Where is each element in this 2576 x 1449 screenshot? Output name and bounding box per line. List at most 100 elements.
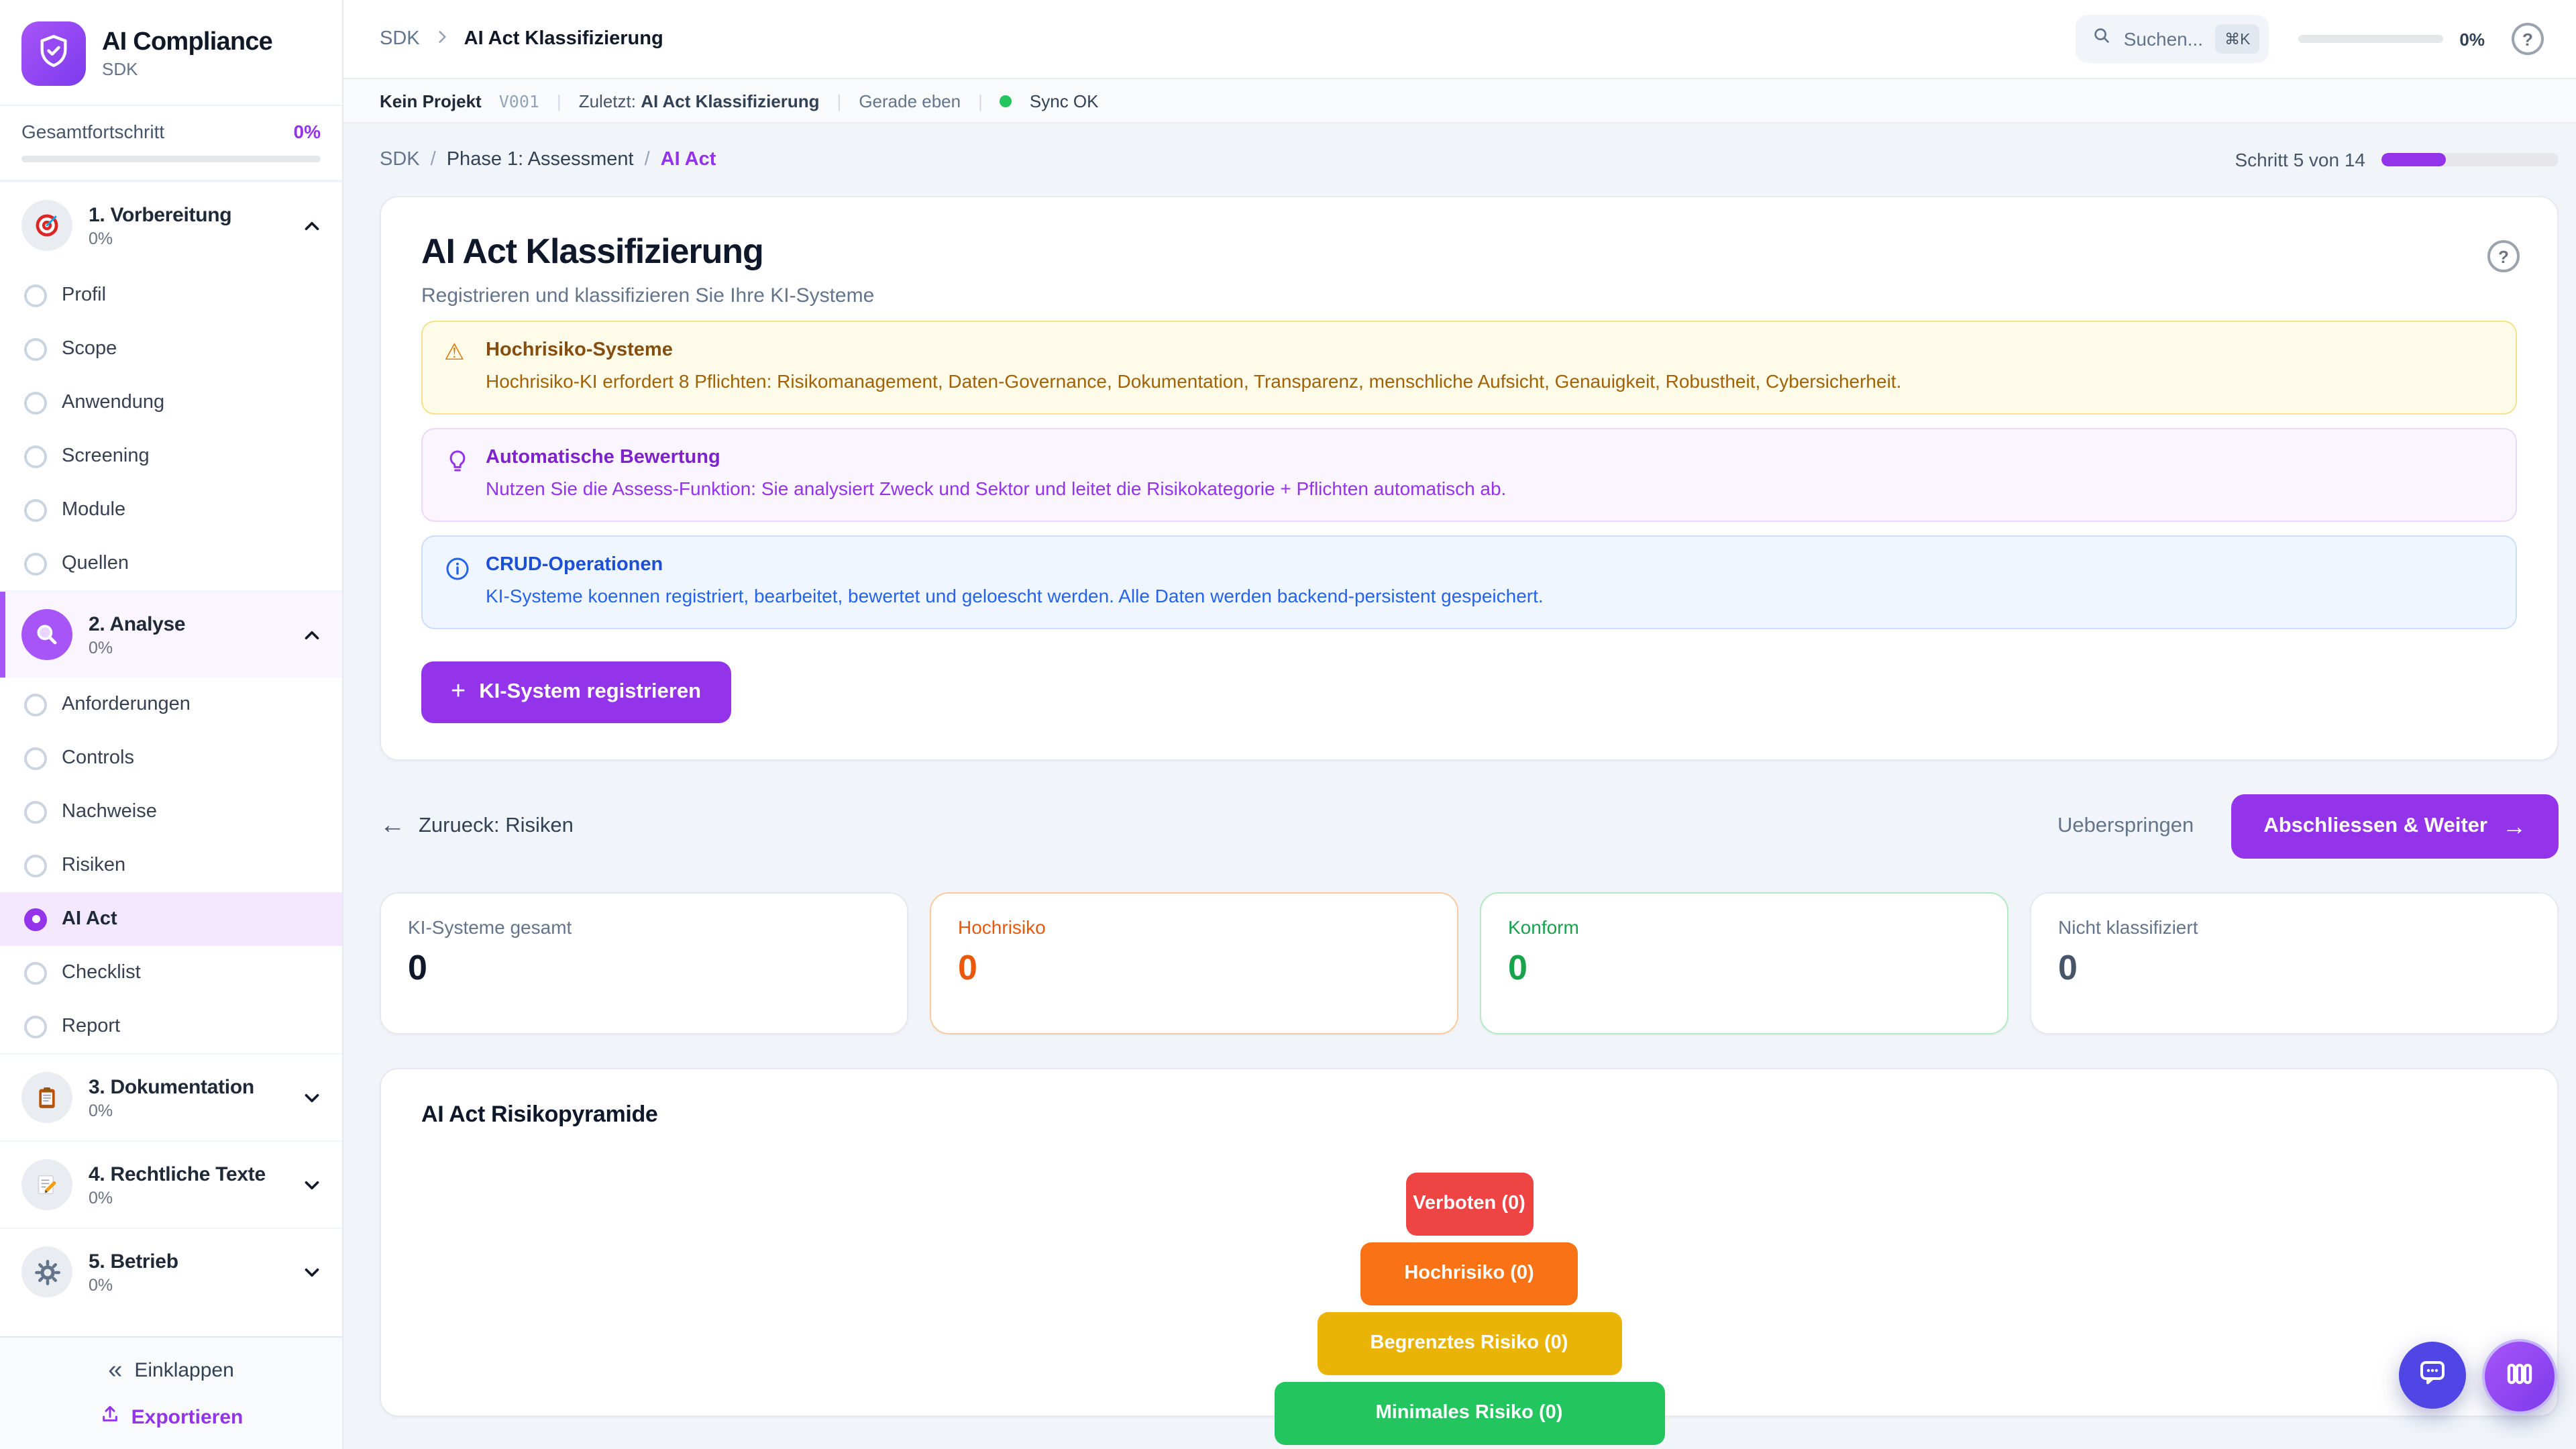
section-label: 5. Betrieb	[89, 1250, 178, 1273]
pyramid-level-minimales-risiko[interactable]: Minimales Risiko (0)	[1274, 1381, 1664, 1445]
sidebar-section-vorbereitung: 1. Vorbereitung 0% Profil Scope Anwendun…	[0, 181, 342, 590]
section-header-dokumentation[interactable]: 3. Dokumentation 0%	[0, 1055, 342, 1140]
wizard-nav: ← Zurueck: Risiken Ueberspringen Abschli…	[380, 794, 2559, 859]
back-button[interactable]: ← Zurueck: Risiken	[380, 812, 574, 841]
radio-icon	[24, 391, 47, 414]
sync-status-dot	[1000, 95, 1012, 107]
export-button[interactable]: Exportieren	[99, 1403, 244, 1430]
stat-label: Konform	[1508, 916, 1579, 938]
card-help-icon[interactable]: ?	[2487, 240, 2520, 272]
search-shortcut-badge: ⌘K	[2215, 24, 2260, 54]
chat-fab-button[interactable]	[2399, 1342, 2466, 1409]
radio-icon	[24, 337, 47, 360]
sidebar-item-checklist[interactable]: Checklist	[0, 946, 342, 1000]
sidebar-item-report[interactable]: Report	[0, 1000, 342, 1053]
overall-progress-label: Gesamtfortschritt	[21, 121, 165, 142]
breadcrumb-root[interactable]: SDK	[380, 28, 420, 50]
finish-next-button[interactable]: Abschliessen & Weiter →	[2231, 794, 2559, 859]
breadcrumb-ai-act: AI Act	[660, 149, 716, 170]
help-icon[interactable]: ?	[2512, 23, 2544, 55]
board-fab-button[interactable]	[2482, 1339, 2557, 1414]
sidebar-footer: « Einklappen Exportieren	[0, 1336, 342, 1449]
memo-icon	[21, 1159, 72, 1210]
lightbulb-icon	[444, 447, 474, 502]
sync-status-label: Sync OK	[1029, 91, 1099, 111]
sidebar: AI Compliance SDK Gesamtfortschritt 0%	[0, 0, 343, 1449]
app-title: AI Compliance	[102, 28, 273, 56]
section-header-rechtliche-texte[interactable]: 4. Rechtliche Texte 0%	[0, 1142, 342, 1228]
sidebar-item-controls[interactable]: Controls	[0, 731, 342, 785]
register-ki-system-button[interactable]: + KI-System registrieren	[421, 661, 731, 723]
topbar-breadcrumb: SDK AI Act Klassifizierung	[380, 28, 2076, 50]
sidebar-section-dokumentation: 3. Dokumentation 0%	[0, 1053, 342, 1140]
pyramid-level-verboten[interactable]: Verboten (0)	[1405, 1172, 1533, 1236]
chevron-up-icon	[299, 623, 323, 646]
sidebar-item-scope[interactable]: Scope	[0, 322, 342, 376]
skip-button[interactable]: Ueberspringen	[2057, 814, 2194, 837]
radio-icon	[24, 693, 47, 716]
sidebar-item-profil[interactable]: Profil	[0, 268, 342, 322]
stat-card-hochrisiko: Hochrisiko 0	[930, 892, 1458, 1034]
radio-icon	[24, 800, 47, 823]
notice-title: Hochrisiko-Systeme	[486, 339, 673, 361]
stats-row: KI-Systeme gesamt 0 Hochrisiko 0 Konform…	[380, 892, 2559, 1034]
section-label: 3. Dokumentation	[89, 1075, 254, 1098]
sidebar-item-module[interactable]: Module	[0, 483, 342, 537]
search-input[interactable]: Suchen... ⌘K	[2075, 15, 2269, 63]
notice-hochrisiko: ⚠ Hochrisiko-Systeme Hochrisiko-KI erfor…	[421, 321, 2517, 415]
sidebar-item-anwendung[interactable]: Anwendung	[0, 376, 342, 429]
breadcrumb-current: AI Act Klassifizierung	[464, 28, 663, 50]
sidebar-item-anforderungen[interactable]: Anforderungen	[0, 678, 342, 731]
warning-icon: ⚠	[444, 339, 465, 365]
risk-pyramid: Verboten (0) Hochrisiko (0) Begrenztes R…	[421, 1172, 2517, 1445]
pyramid-title: AI Act Risikopyramide	[421, 1101, 658, 1127]
topbar-progress-track	[2298, 35, 2444, 43]
search-placeholder: Suchen...	[2123, 28, 2204, 50]
step-indicator: Schritt 5 von 14	[2235, 149, 2559, 170]
section-percent: 0%	[89, 229, 113, 248]
radio-icon	[24, 747, 47, 769]
sidebar-item-screening[interactable]: Screening	[0, 429, 342, 483]
sidebar-item-nachweise[interactable]: Nachweise	[0, 785, 342, 839]
statusbar: Kein Projekt V001 | Zuletzt: AI Act Klas…	[343, 79, 2576, 123]
sidebar-item-quellen[interactable]: Quellen	[0, 537, 342, 590]
project-name: Kein Projekt	[380, 91, 482, 111]
stat-value: 0	[408, 947, 427, 987]
page-subtitle: Registrieren und klassifizieren Sie Ihre…	[421, 284, 875, 307]
pyramid-level-hochrisiko[interactable]: Hochrisiko (0)	[1360, 1242, 1578, 1305]
overall-progress: Gesamtfortschritt 0%	[0, 105, 342, 181]
topbar: SDK AI Act Klassifizierung Suchen... ⌘K …	[343, 0, 2576, 79]
sidebar-nav: 1. Vorbereitung 0% Profil Scope Anwendun…	[0, 181, 342, 1336]
info-icon	[444, 554, 474, 609]
divider: |	[837, 91, 842, 111]
sidebar-item-ai-act[interactable]: AI Act	[0, 892, 342, 946]
sidebar-section-rechtliche-texte: 4. Rechtliche Texte 0%	[0, 1140, 342, 1228]
chevron-down-icon	[299, 1260, 323, 1283]
breadcrumb-sdk[interactable]: SDK	[380, 149, 420, 170]
section-label: 2. Analyse	[89, 612, 186, 635]
main-region: SDK AI Act Klassifizierung Suchen... ⌘K …	[343, 0, 2576, 1449]
section-header-vorbereitung[interactable]: 1. Vorbereitung 0%	[0, 182, 342, 268]
collapse-sidebar-button[interactable]: « Einklappen	[108, 1358, 234, 1383]
content-area: SDK / Phase 1: Assessment / AI Act Schri…	[343, 123, 2576, 1449]
search-icon	[2092, 25, 2112, 52]
topbar-progress-value: 0%	[2459, 29, 2485, 49]
section-label: 4. Rechtliche Texte	[89, 1163, 266, 1185]
section-header-betrieb[interactable]: 5. Betrieb 0%	[0, 1229, 342, 1315]
chat-bubble-icon	[2416, 1356, 2449, 1395]
stat-card-konform: Konform 0	[1480, 892, 2008, 1034]
section-header-analyse[interactable]: 2. Analyse 0%	[0, 592, 342, 678]
pyramid-level-begrenztes-risiko[interactable]: Begrenztes Risiko (0)	[1317, 1311, 1621, 1375]
app-header: AI Compliance SDK	[0, 0, 342, 105]
sidebar-item-risiken[interactable]: Risiken	[0, 839, 342, 892]
notice-title: Automatische Bewertung	[486, 446, 720, 468]
stat-value: 0	[958, 947, 977, 987]
divider: |	[978, 91, 983, 111]
section-percent: 0%	[89, 1101, 113, 1120]
notice-crud-operationen: CRUD-Operationen KI-Systeme koennen regi…	[421, 535, 2517, 629]
export-label: Exportieren	[131, 1405, 244, 1428]
page-breadcrumb: SDK / Phase 1: Assessment / AI Act	[380, 149, 716, 170]
stat-value: 0	[1508, 947, 1527, 987]
breadcrumb-phase[interactable]: Phase 1: Assessment	[446, 149, 634, 170]
